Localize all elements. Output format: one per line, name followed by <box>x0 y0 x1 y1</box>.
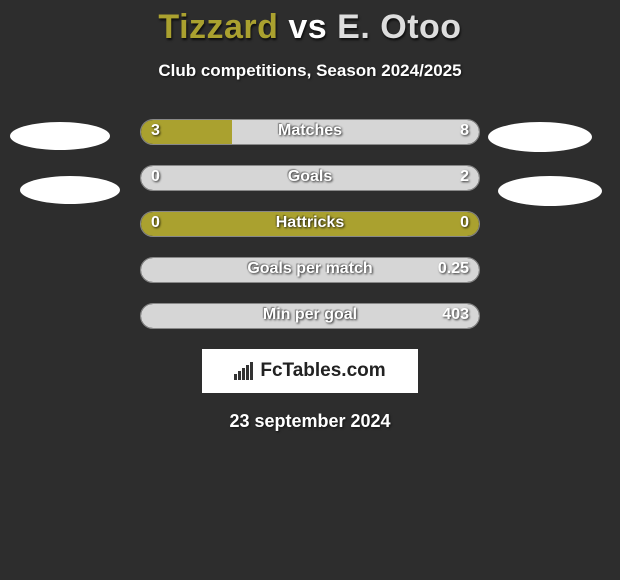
bar-track: 403Min per goal <box>140 303 480 329</box>
bar-track: 02Goals <box>140 165 480 191</box>
placeholder-ellipse <box>498 176 602 206</box>
logo: FcTables.com <box>234 360 385 382</box>
bar-fill-left <box>141 120 232 144</box>
bar-track: 00Hattricks <box>140 211 480 237</box>
logo-box: FcTables.com <box>202 349 418 393</box>
bar-track: 0.25Goals per match <box>140 257 480 283</box>
title: Tizzard vs E. Otoo <box>0 8 620 47</box>
comparison-card: Tizzard vs E. Otoo Club competitions, Se… <box>0 0 620 432</box>
stat-row: 0.25Goals per match <box>0 257 620 287</box>
player2-name: E. Otoo <box>337 8 461 46</box>
bar-fill-right <box>141 258 479 282</box>
bar-fill-right <box>141 166 479 190</box>
bars-icon <box>234 362 256 380</box>
player1-name: Tizzard <box>158 8 278 46</box>
bar-track: 38Matches <box>140 119 480 145</box>
bar-fill-right <box>232 120 479 144</box>
placeholder-ellipse <box>20 176 120 204</box>
date: 23 september 2024 <box>0 411 620 432</box>
bar-fill-right <box>141 304 479 328</box>
vs-text: vs <box>288 8 327 46</box>
logo-text: FcTables.com <box>260 360 385 382</box>
placeholder-ellipse <box>488 122 592 152</box>
bar-fill-left <box>141 212 479 236</box>
stat-row: 00Hattricks <box>0 211 620 241</box>
placeholder-ellipse <box>10 122 110 150</box>
subtitle: Club competitions, Season 2024/2025 <box>0 61 620 81</box>
stat-row: 403Min per goal <box>0 303 620 333</box>
